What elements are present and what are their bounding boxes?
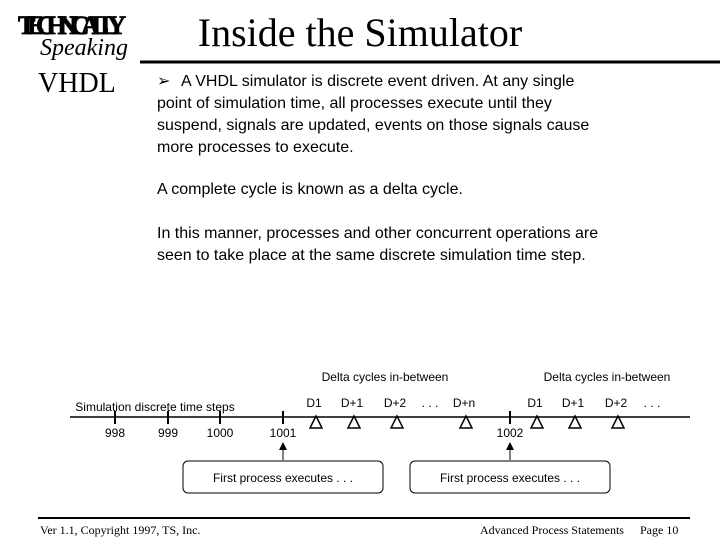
logo-text: Speaking: [40, 35, 128, 61]
footer-left: Ver 1.1, Copyright 1997, TS, Inc.: [40, 523, 200, 537]
delta-label: D+n: [453, 396, 475, 410]
box: [409, 460, 611, 494]
box-label: First process executes . . .: [213, 471, 353, 485]
footer-center: Advanced Process Statements: [480, 523, 624, 537]
axis-label: Simulation discrete time steps: [75, 400, 234, 414]
delta-title: Delta cycles in-between: [322, 370, 449, 384]
logo-text: TECHNICALLY: [18, 11, 126, 40]
tick-label: 998: [105, 426, 125, 440]
tick-label: 1000: [207, 426, 234, 440]
section-label: VHDL: [38, 68, 116, 99]
bullet: ➢: [157, 73, 170, 90]
tick-label: 1002: [497, 426, 524, 440]
delta-label: D1: [306, 396, 322, 410]
paragraph-line: point of simulation time, all processes …: [157, 95, 552, 112]
tick-label: 999: [158, 426, 178, 440]
delta-marker: [389, 414, 405, 429]
paragraph-line: seen to take place at the same discrete …: [157, 247, 586, 264]
paragraph-line: more processes to execute.: [157, 139, 354, 156]
delta-label: . . .: [644, 396, 661, 410]
delta-marker: [346, 414, 362, 429]
delta-label: D+1: [341, 396, 364, 410]
delta-marker: [529, 414, 545, 429]
delta-marker: [567, 414, 583, 429]
paragraph-line: A VHDL simulator is discrete event drive…: [181, 73, 574, 90]
delta-title: Delta cycles in-between: [544, 370, 671, 384]
arrowhead: [506, 442, 514, 450]
delta-marker: [308, 414, 324, 429]
delta-marker: [610, 414, 626, 429]
delta-label: D+1: [562, 396, 585, 410]
box: [182, 460, 384, 494]
delta-label: D+2: [605, 396, 628, 410]
tick-label: 1001: [270, 426, 297, 440]
paragraph: A complete cycle is known as a delta cyc…: [157, 181, 463, 198]
box-label: First process executes . . .: [440, 471, 580, 485]
arrowhead: [279, 442, 287, 450]
delta-label: D1: [527, 396, 543, 410]
delta-label: D+2: [384, 396, 407, 410]
paragraph-line: In this manner, processes and other conc…: [157, 225, 598, 242]
delta-label: . . .: [422, 396, 439, 410]
footer-right: Page 10: [640, 523, 678, 537]
delta-marker: [458, 414, 474, 429]
title: Inside the Simulator: [198, 10, 522, 55]
paragraph-line: suspend, signals are updated, events on …: [157, 117, 589, 134]
